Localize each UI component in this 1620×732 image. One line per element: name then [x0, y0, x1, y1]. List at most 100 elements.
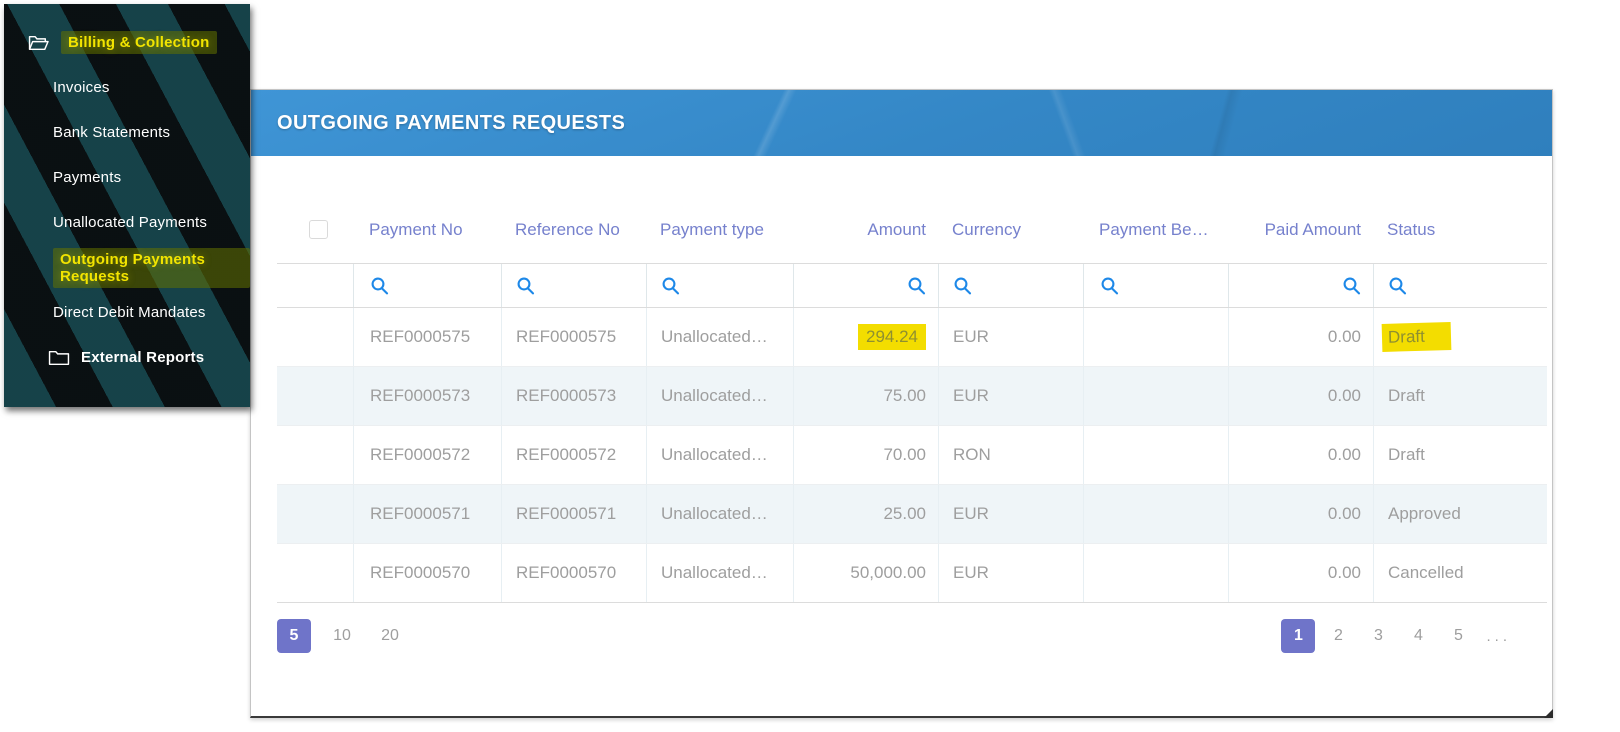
table-row[interactable]: REF0000570 REF0000570 Unallocated… 50,000.0… — [277, 544, 1547, 603]
payments-table: Payment No Reference No Payment type Amount… — [277, 196, 1547, 603]
table-body: REF0000575 REF0000575 Unallocated… 294.24 EU… — [277, 308, 1547, 603]
cell-select — [277, 426, 353, 484]
cell-payment_be — [1083, 367, 1228, 425]
closed-folder-icon — [48, 350, 70, 365]
sidebar-item-direct-debit-mandates[interactable]: Direct Debit Mandates — [4, 290, 250, 335]
table-row[interactable]: REF0000572 REF0000572 Unallocated… 70.00 RON… — [277, 426, 1547, 485]
cell-value: EUR — [953, 327, 989, 346]
sidebar-item-unallocated-payments[interactable]: Unallocated Payments — [4, 200, 250, 245]
sidebar-item-label: Invoices — [53, 79, 110, 96]
cell-payment_type: Unallocated… — [646, 367, 793, 425]
cell-value: 50,000.00 — [850, 563, 926, 582]
cell-value: Unallocated… — [661, 563, 768, 582]
sidebar-item-bank-statements[interactable]: Bank Statements — [4, 110, 250, 155]
search-icon[interactable] — [1100, 276, 1119, 295]
column-header-status[interactable]: Status — [1373, 196, 1547, 263]
page-2[interactable]: 2 — [1334, 627, 1343, 644]
sidebar-item-outgoing-payments-requests[interactable]: Outgoing Payments Requests — [4, 245, 250, 290]
cell-payment_type: Unallocated… — [646, 308, 793, 366]
sidebar-item-label: Direct Debit Mandates — [53, 304, 206, 321]
sidebar: Billing & Collection Invoices Bank Stateme… — [4, 4, 250, 407]
sidebar-item-payments[interactable]: Payments — [4, 155, 250, 200]
cell-amount: 50,000.00 — [793, 544, 938, 602]
cell-paid_amount: 0.00 — [1228, 426, 1373, 484]
page-5[interactable]: 5 — [1454, 627, 1463, 644]
page-ellipsis[interactable]: ... — [1486, 627, 1511, 645]
sidebar-item-invoices[interactable]: Invoices — [4, 65, 250, 110]
page-size-selector: 5 10 20 — [277, 619, 421, 653]
cell-value: Unallocated… — [661, 504, 768, 523]
cell-value: 25.00 — [883, 504, 926, 523]
cell-value: 0.00 — [1327, 386, 1361, 405]
search-icon[interactable] — [907, 276, 926, 295]
sidebar-item-label: Outgoing Payments Requests — [53, 247, 250, 288]
search-icon[interactable] — [661, 276, 680, 295]
column-header-payment_no[interactable]: Payment No — [353, 196, 501, 263]
table-row[interactable]: REF0000571 REF0000571 Unallocated… 25.00 EUR… — [277, 485, 1547, 544]
page-size-10[interactable]: 10 — [333, 627, 351, 644]
cell-payment_type: Unallocated… — [646, 544, 793, 602]
search-cell-currency — [938, 264, 1083, 307]
select-all-checkbox[interactable] — [309, 220, 328, 239]
cell-currency: EUR — [938, 308, 1083, 366]
cell-value: 70.00 — [883, 445, 926, 464]
cell-payment_be — [1083, 485, 1228, 543]
cell-amount: 25.00 — [793, 485, 938, 543]
pagination-bar: 5 10 20 1 2 3 4 5... — [251, 619, 1552, 653]
cell-paid_amount: 0.00 — [1228, 485, 1373, 543]
column-header-payment_be[interactable]: Payment Be… — [1083, 196, 1228, 263]
cell-status: Draft — [1373, 308, 1547, 366]
cell-paid_amount: 0.00 — [1228, 544, 1373, 602]
cell-value: REF0000570 — [516, 563, 617, 582]
cell-value: EUR — [953, 504, 989, 523]
table-row[interactable]: REF0000573 REF0000573 Unallocated… 75.00 EUR… — [277, 367, 1547, 426]
search-cell-amount — [793, 264, 938, 307]
cell-amount: 70.00 — [793, 426, 938, 484]
search-cell-status — [1373, 264, 1547, 307]
search-icon[interactable] — [370, 276, 389, 295]
page-1[interactable]: 1 — [1281, 619, 1316, 653]
table-row[interactable]: REF0000575 REF0000575 Unallocated… 294.24 EU… — [277, 308, 1547, 367]
search-icon[interactable] — [516, 276, 535, 295]
sidebar-item-billing-collection[interactable]: Billing & Collection — [4, 20, 250, 65]
column-header-paid_amount[interactable]: Paid Amount — [1228, 196, 1373, 263]
search-icon[interactable] — [1342, 276, 1361, 295]
cell-value: Draft — [1388, 445, 1425, 464]
page-navigator: 1 2 3 4 5... — [1281, 619, 1522, 653]
column-header-label: Paid Amount — [1264, 219, 1361, 239]
column-header-currency[interactable]: Currency — [938, 196, 1083, 263]
table-header-row: Payment No Reference No Payment type Amount… — [277, 196, 1547, 263]
cell-status: Draft — [1373, 426, 1547, 484]
cell-currency: RON — [938, 426, 1083, 484]
column-header-reference_no[interactable]: Reference No — [501, 196, 646, 263]
cell-reference_no: REF0000570 — [501, 544, 646, 602]
cell-value: Unallocated… — [661, 327, 768, 346]
cell-value: RON — [953, 445, 991, 464]
sidebar-menu: Billing & Collection Invoices Bank Stateme… — [4, 20, 250, 380]
search-cell-payment_be — [1083, 264, 1228, 307]
search-icon[interactable] — [953, 276, 972, 295]
cell-value: 0.00 — [1327, 445, 1361, 464]
page-size-20[interactable]: 20 — [381, 627, 399, 644]
cell-value: REF0000572 — [516, 445, 617, 464]
sidebar-item-external-reports[interactable]: External Reports — [4, 335, 250, 380]
column-header-amount[interactable]: Amount — [793, 196, 938, 263]
column-header-label: Reference No — [515, 219, 620, 239]
search-cell-paid_amount — [1228, 264, 1373, 307]
page-4[interactable]: 4 — [1414, 627, 1423, 644]
sidebar-item-label: External Reports — [81, 349, 205, 366]
column-header-label: Currency — [952, 219, 1021, 239]
column-header-label: Payment No — [369, 219, 463, 239]
cell-value: Cancelled — [1388, 563, 1464, 582]
cell-value: 75.00 — [883, 386, 926, 405]
search-cell-reference_no — [501, 264, 646, 307]
search-icon[interactable] — [1388, 276, 1407, 295]
search-cell-payment_no — [353, 264, 501, 307]
page-size-5[interactable]: 5 — [277, 619, 311, 653]
column-header-payment_type[interactable]: Payment type — [646, 196, 793, 263]
cell-currency: EUR — [938, 544, 1083, 602]
cell-payment_type: Unallocated… — [646, 485, 793, 543]
cell-value: REF0000572 — [370, 445, 471, 464]
page-3[interactable]: 3 — [1374, 627, 1383, 644]
